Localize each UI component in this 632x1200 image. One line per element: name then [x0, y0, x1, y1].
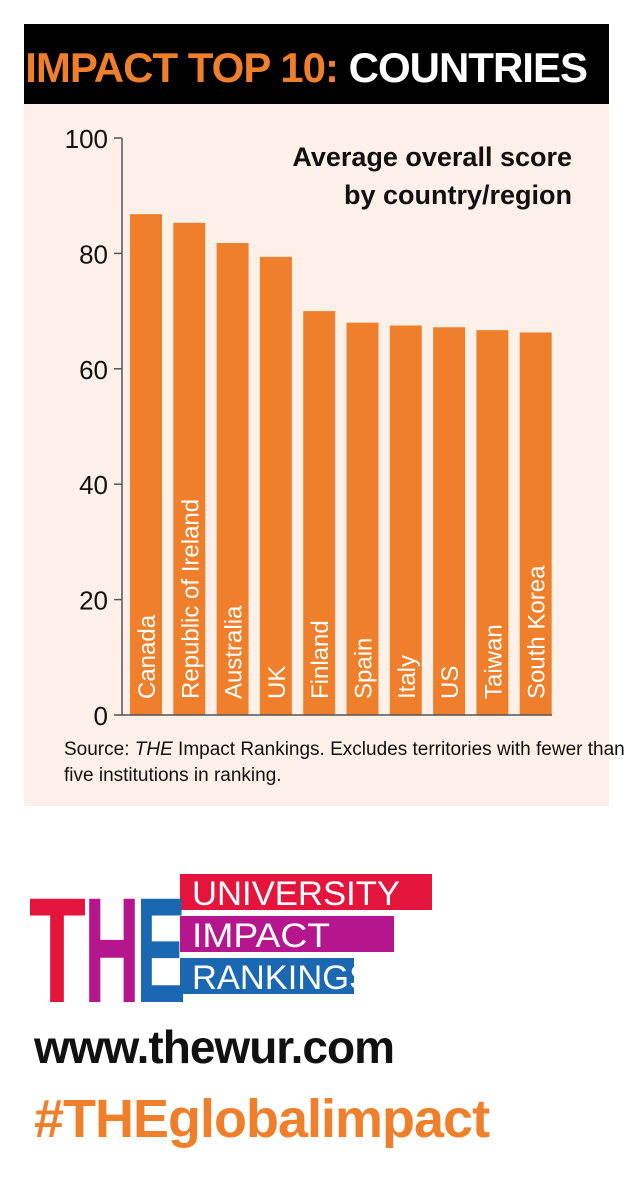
bar-south-korea [519, 332, 552, 715]
y-tick-label: 60 [79, 355, 108, 385]
logo-letter-t: T [30, 866, 86, 1006]
hashtag: #THEglobalimpact [34, 1089, 490, 1149]
source-italic: THE [134, 739, 173, 760]
y-tick-label: 80 [79, 239, 108, 269]
bar-finland [303, 311, 336, 715]
header-highlight: IMPACT TOP 10: [25, 44, 339, 91]
logo-line-impact: IMPACT [192, 917, 330, 955]
logo-line-rankings: RANKINGS [192, 959, 372, 997]
bar-canada [130, 214, 162, 715]
website-link[interactable]: www.thewur.com [34, 1021, 395, 1073]
bar-label: Taiwan [480, 624, 507, 699]
bar-label: Australia [221, 605, 248, 699]
bar-republic-of-ireland [173, 222, 206, 715]
chart-title: Average overall score by country/region [292, 142, 572, 210]
bar-label: Republic of Ireland [177, 499, 204, 699]
bar-taiwan [476, 330, 509, 715]
logo-blue-bar [180, 958, 354, 994]
y-tick-label: 0 [94, 701, 108, 731]
bar-label: US [437, 666, 464, 699]
bar-label: UK [264, 666, 291, 699]
source-text: Impact Rankings. Excludes territories wi… [64, 739, 625, 786]
header-banner: IMPACT TOP 10: COUNTRIES [24, 24, 609, 104]
bar-label: Finland [307, 620, 334, 699]
bar-uk [259, 256, 292, 715]
bar-us [433, 327, 466, 715]
source-prefix: Source: [64, 739, 135, 760]
y-tick-label: 100 [65, 124, 108, 154]
logo-line-university: UNIVERSITY [192, 875, 400, 913]
bar-label: Italy [394, 655, 421, 699]
bar-label: Spain [351, 638, 378, 699]
bar-label: South Korea [524, 565, 551, 699]
bar-spain [346, 322, 379, 715]
source-note: Source: THE Impact Rankings. Excludes te… [64, 737, 632, 789]
logo-magenta-bar [180, 916, 394, 952]
y-tick-label: 20 [79, 586, 108, 616]
bars-group: Canada Republic of Ireland Australia UK Finl… [130, 214, 552, 715]
header-title: COUNTRIES [348, 44, 588, 91]
logo-letter-h: H [84, 866, 140, 1006]
bar-australia [216, 243, 249, 715]
logo-letter-e: E [136, 866, 186, 1006]
y-axis-ticks: 0 20 40 60 80 100 [65, 124, 122, 731]
bar-label: Canada [134, 614, 161, 699]
bar-italy [389, 325, 422, 715]
y-tick-label: 40 [79, 470, 108, 500]
logo-red-bar [180, 874, 432, 910]
bar-chart: 0 20 40 60 80 100 Canada Republic of Ireland Au… [65, 124, 552, 731]
the-impact-rankings-logo: T H E UNIVERSITY IMPACT RANKINGS [30, 866, 432, 1006]
